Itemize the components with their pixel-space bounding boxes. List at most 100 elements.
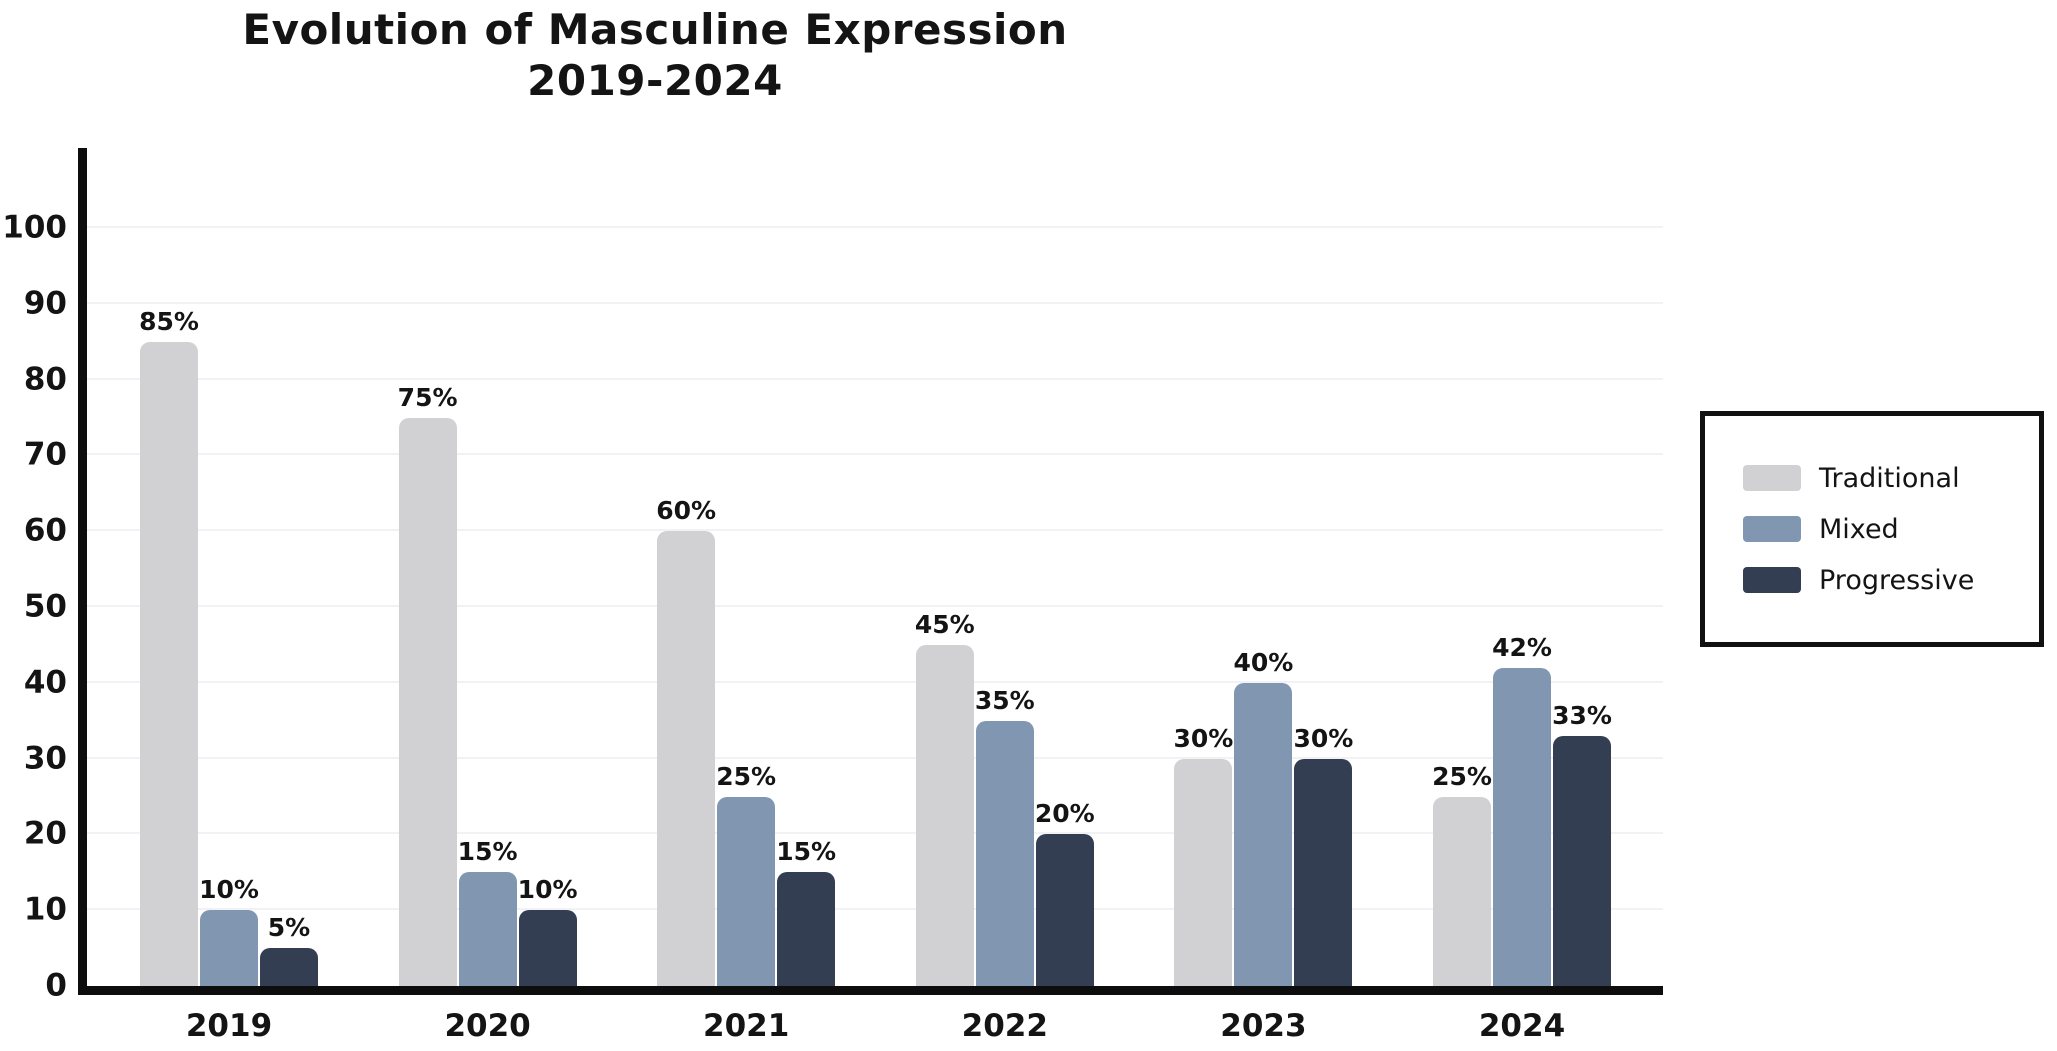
bar-value-2020-progressive: 10% (517, 875, 578, 905)
bar-value-2021-traditional: 60% (656, 496, 717, 526)
bar-slot-2020-progressive: 10% (517, 148, 578, 986)
bar-value-2019-progressive: 5% (267, 913, 311, 943)
bar-value-2023-mixed: 40% (1233, 647, 1294, 677)
bar-slot-2024-traditional: 25% (1432, 148, 1492, 986)
bar-2020-progressive (518, 910, 577, 986)
bar-2022-traditional (915, 644, 974, 986)
gridline-30 (87, 756, 1663, 759)
bar-slot-2020-traditional: 75% (397, 148, 458, 986)
legend-swatch-traditional (1743, 465, 1801, 491)
bar-2021-mixed (717, 796, 776, 986)
chart-title-line2: 2019-2024 (527, 56, 783, 106)
bar-2022-progressive (1035, 834, 1094, 986)
gridline-50 (87, 605, 1663, 607)
bar-group-2021: 60% 25% 15% 2021 (656, 148, 837, 1041)
bar-group-2019: 85% 10% 5% 2019 (139, 148, 318, 1042)
bar-slot-2023-mixed: 40% (1233, 148, 1294, 986)
bar-2020-traditional (398, 417, 457, 986)
bar-2019-traditional (140, 341, 198, 986)
bar-slot-2019-progressive: 5% (260, 148, 318, 986)
y-tick-label-80: 80 (23, 361, 67, 398)
plot-area: 0 10 20 30 40 50 60 70 80 90 100 85% 10% 5% 2019 75% 15… (2, 148, 1663, 1042)
bar-slot-2021-traditional: 60% (656, 148, 717, 986)
legend-swatch-mixed (1743, 516, 1801, 542)
bar-2019-progressive (260, 948, 318, 986)
bar-value-2023-progressive: 30% (1293, 723, 1354, 753)
bar-slot-2023-traditional: 30% (1173, 148, 1234, 986)
legend: Traditional Mixed Progressive (1700, 411, 2044, 647)
bar-group-2023: 30% 40% 30% 2023 (1173, 148, 1354, 1042)
bar-2019-mixed (200, 910, 258, 986)
chart-title-line1: Evolution of Masculine Expression (242, 5, 1068, 54)
bar-slot-2019-mixed: 10% (199, 148, 259, 986)
y-tick-label-20: 20 (23, 815, 67, 852)
bar-value-2022-mixed: 35% (974, 685, 1035, 715)
y-axis-line (78, 148, 87, 995)
bar-2023-traditional (1174, 758, 1233, 986)
chart-title: Evolution of Masculine Expression 2019-2… (0, 4, 1310, 106)
bar-slot-2022-traditional: 45% (914, 148, 975, 986)
bar-slot-2022-progressive: 20% (1034, 148, 1095, 986)
y-tick-label-10: 10 (23, 891, 67, 928)
legend-swatch-progressive (1743, 567, 1801, 593)
bar-slot-2022-mixed: 35% (974, 148, 1035, 986)
y-tick-label-60: 60 (23, 512, 67, 549)
x-category-label-2022: 2022 (961, 1008, 1048, 1044)
bar-value-2019-mixed: 10% (199, 875, 259, 905)
bar-value-2024-mixed: 42% (1492, 632, 1552, 662)
y-tick-label-100: 100 (2, 209, 67, 246)
gridline-70 (87, 453, 1663, 456)
y-tick-label-50: 50 (23, 588, 67, 625)
bar-slot-2020-mixed: 15% (457, 148, 518, 986)
bar-value-2022-progressive: 20% (1034, 799, 1095, 829)
bar-value-2024-progressive: 33% (1552, 700, 1612, 730)
bar-2021-progressive (777, 872, 836, 986)
y-tick-label-0: 0 (45, 967, 67, 1004)
legend-item-traditional: Traditional (1743, 465, 2039, 492)
legend-item-mixed: Mixed (1743, 516, 2039, 543)
bar-value-2024-traditional: 25% (1432, 761, 1492, 791)
bar-2023-mixed (1234, 682, 1293, 986)
bar-value-2020-traditional: 75% (397, 382, 458, 412)
bar-group-2024: 25% 42% 33% 2024 (1432, 148, 1612, 1042)
x-category-label-2023: 2023 (1220, 1008, 1307, 1044)
bar-2021-traditional (657, 531, 716, 986)
gridline-20 (87, 832, 1663, 835)
bar-value-2019-traditional: 85% (139, 306, 199, 336)
gridline-90 (87, 301, 1663, 304)
bar-value-2020-mixed: 15% (457, 837, 518, 867)
bar-2022-mixed (975, 720, 1034, 986)
bar-slot-2021-progressive: 15% (776, 148, 837, 986)
x-axis-line (78, 986, 1663, 995)
bar-2020-mixed (458, 872, 517, 986)
bar-slot-2023-progressive: 30% (1293, 148, 1354, 986)
bar-value-2023-traditional: 30% (1173, 723, 1234, 753)
bar-value-2021-mixed: 25% (716, 761, 777, 791)
bar-slot-2019-traditional: 85% (139, 148, 199, 986)
x-category-label-2020: 2020 (444, 1008, 531, 1044)
bar-group-2022: 45% 35% 20% 2022 (914, 148, 1095, 1042)
x-category-label-2021: 2021 (703, 1008, 790, 1044)
bar-2023-progressive (1294, 758, 1353, 986)
y-tick-label-70: 70 (23, 436, 67, 473)
y-tick-label-40: 40 (23, 664, 67, 701)
gridline-80 (87, 377, 1663, 380)
bar-value-2022-traditional: 45% (914, 609, 975, 639)
x-category-label-2019: 2019 (185, 1008, 273, 1044)
bar-2024-traditional (1433, 796, 1491, 986)
legend-label-mixed: Mixed (1819, 513, 1899, 545)
gridline-40 (87, 680, 1663, 683)
bar-value-2021-progressive: 15% (776, 837, 837, 867)
legend-label-progressive: Progressive (1819, 564, 1975, 596)
gridline-10 (87, 908, 1663, 911)
x-category-label-2024: 2024 (1478, 1008, 1566, 1044)
y-tick-label-90: 90 (23, 285, 67, 322)
bar-2024-progressive (1553, 735, 1611, 986)
legend-label-traditional: Traditional (1819, 462, 1960, 494)
legend-item-progressive: Progressive (1743, 567, 2039, 594)
gridline-100 (87, 226, 1663, 228)
bar-slot-2024-mixed: 42% (1492, 148, 1552, 986)
bar-slot-2024-progressive: 33% (1552, 148, 1612, 986)
y-tick-label-30: 30 (23, 740, 67, 777)
